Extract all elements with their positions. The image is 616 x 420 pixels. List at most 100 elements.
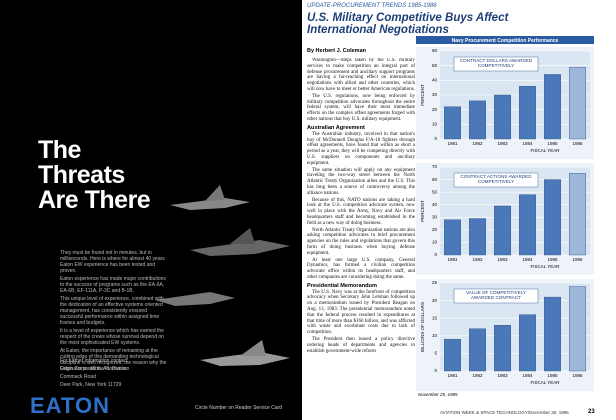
y-tick-label: 20	[432, 298, 438, 303]
y-tick-label: 0	[434, 368, 437, 373]
bar	[444, 219, 461, 256]
ad-paragraph: At Eaton, the importance of remaining at…	[60, 348, 167, 372]
paragraph: The same situation will apply on any equ…	[307, 167, 415, 196]
y-tick-label: 15	[432, 315, 438, 320]
y-tick-label: 30	[432, 214, 438, 219]
bar	[519, 314, 536, 372]
x-tick-label: 1984	[522, 373, 533, 378]
y-tick-label: 70	[432, 164, 438, 169]
publication-footer: AVIATION WEEK & SPACE TECHNOLOGY/Decembe…	[440, 410, 569, 415]
x-axis-label: FISCAL YEAR	[530, 148, 560, 153]
y-tick-label: 10	[432, 240, 438, 245]
bar	[469, 328, 486, 372]
bar	[444, 339, 461, 372]
bar	[444, 106, 461, 140]
headline-line: Are There	[38, 186, 151, 214]
bar	[544, 296, 561, 372]
article-title: U.S. Military Competitive Buys Affect In…	[307, 12, 509, 36]
y-tick-label: 60	[432, 48, 438, 53]
x-tick-label: 1983	[497, 141, 508, 146]
y-axis-label: PERCENT	[420, 200, 425, 222]
ad-body: They must be found not in minutes, but i…	[60, 250, 168, 374]
headline: The Threats Are There	[38, 136, 151, 214]
figure: Navy Procurement Competition Performance…	[416, 36, 594, 397]
bar	[569, 173, 586, 256]
y-tick-label: 50	[432, 189, 438, 194]
jet-illustration	[155, 185, 290, 366]
bar	[569, 286, 586, 372]
bar	[494, 205, 511, 256]
y-axis-label: PERCENT	[420, 84, 425, 106]
bar	[494, 325, 511, 372]
bar	[569, 66, 586, 140]
y-tick-label: 20	[432, 227, 438, 232]
y-tick-label: 25	[432, 280, 438, 285]
paragraph: The U.S. Navy was at the forefront of co…	[307, 289, 415, 336]
label-box	[453, 56, 539, 72]
y-tick-label: 10	[432, 333, 438, 338]
x-tick-label: 1981	[447, 373, 458, 378]
ad-contact: For further information contact: Eaton Co…	[60, 358, 168, 390]
chart-label-wrap: CONTRACT DOLLARS AWARDED COMPETITIVELY	[459, 58, 533, 69]
paragraph: The President then issued a policy direc…	[307, 337, 415, 354]
chart-label-wrap: CONTRACT ACTIONS AWARDED COMPETITIVELY	[460, 174, 532, 185]
page-number: 23	[588, 409, 595, 415]
x-tick-label: 1982	[472, 373, 483, 378]
x-axis-label: FISCAL YEAR	[530, 380, 560, 385]
x-tick-label: 1986	[572, 141, 583, 146]
chart-label: CONTRACT ACTIONS AWARDED COMPETITIVELY	[460, 174, 532, 185]
x-axis-label: FISCAL YEAR	[530, 264, 560, 269]
article-body: Washington—Steps taken by the U.S. milit…	[307, 58, 415, 408]
bar	[544, 179, 561, 256]
x-tick-label: 1984	[522, 141, 533, 146]
x-tick-label: 1983	[497, 373, 508, 378]
x-tick-label: 1986	[572, 373, 583, 378]
x-tick-label: 1982	[472, 257, 483, 262]
bar	[469, 218, 486, 256]
paragraph: At least one large U.S. company, General…	[307, 257, 415, 280]
bar	[469, 100, 486, 140]
x-tick-label: 1985	[547, 257, 558, 262]
y-tick-label: 30	[432, 92, 438, 97]
contact-line: Commack Road	[60, 374, 96, 380]
reader-service: Circle Number on Reader Service Card	[195, 405, 282, 411]
advertisement: The Threats Are There They must be found n…	[0, 0, 302, 420]
figure-title: Navy Procurement Competition Performance	[452, 38, 559, 44]
paragraph: Washington—Steps taken by the U.S. milit…	[307, 58, 415, 92]
x-tick-label: 1982	[472, 141, 483, 146]
y-tick-label: 5	[434, 351, 437, 356]
label-box	[453, 172, 539, 188]
ad-paragraph: Eaton experience has made major contribu…	[60, 276, 166, 294]
byline: By Herbert J. Coleman	[307, 48, 366, 54]
x-tick-label: 1983	[497, 257, 508, 262]
subheading: Australian Agreement	[307, 124, 365, 131]
paragraph: The U.S. regulations, now being enforced…	[307, 93, 415, 122]
y-tick-label: 40	[432, 202, 438, 207]
chart-label: VALUE OF COMPETITIVELY AWARDED CONTRACT	[465, 290, 527, 301]
y-tick-label: 20	[432, 107, 438, 112]
paragraph: The Australian industry, involved in tha…	[307, 131, 415, 166]
y-tick-label: 50	[432, 63, 438, 68]
kicker: UPDATE-PROCUREMENT TRENDS 1985-1986	[307, 3, 437, 9]
bar	[544, 74, 561, 140]
chart-label: CONTRACT DOLLARS AWARDED COMPETITIVELY	[459, 58, 533, 69]
y-tick-label: 60	[432, 177, 438, 182]
contact-line: For further information contact:	[60, 358, 129, 364]
ad-paragraph: It is a level of experience which has ea…	[60, 328, 164, 346]
paragraph: Because of this, NATO nations are taking…	[307, 197, 415, 226]
y-tick-label: 10	[432, 122, 438, 127]
x-tick-label: 1985	[547, 373, 558, 378]
chart-label-wrap: VALUE OF COMPETITIVELY AWARDED CONTRACT	[465, 290, 527, 301]
x-tick-label: 1985	[547, 141, 558, 146]
ad-paragraph: They must be found not in minutes, but i…	[60, 250, 165, 274]
contact-line: Deer Park, New York 11729	[60, 382, 122, 388]
figure-date: November 25, 1985	[418, 392, 458, 397]
x-tick-label: 1986	[572, 257, 583, 262]
x-tick-label: 1981	[447, 141, 458, 146]
headline-line: The	[38, 136, 81, 164]
figure-header	[416, 36, 594, 44]
bar	[519, 194, 536, 256]
contact-line: Eaton Corporation, AIL Division	[60, 366, 130, 372]
label-box	[453, 288, 539, 304]
